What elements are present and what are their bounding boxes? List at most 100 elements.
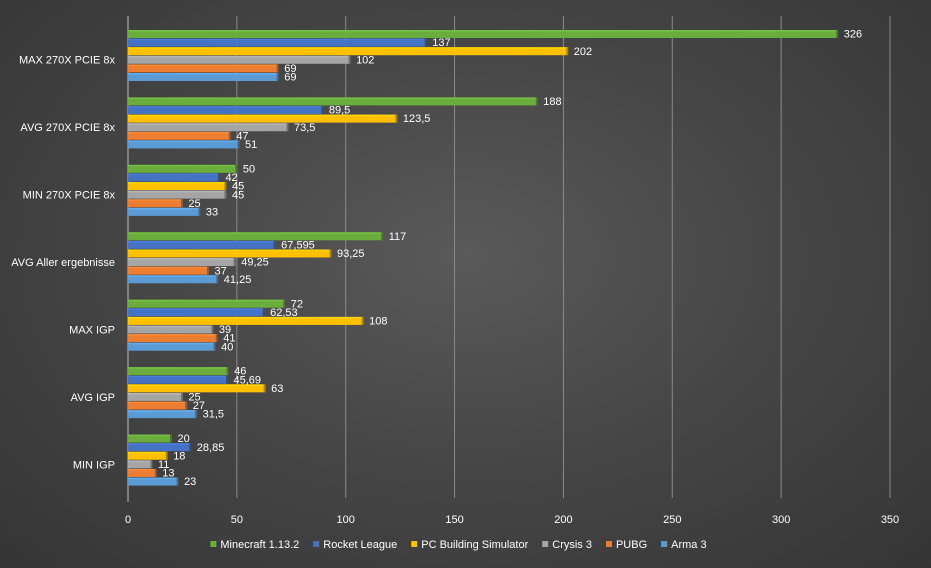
bar-highlight xyxy=(128,249,332,252)
bar-end-shade xyxy=(262,308,265,317)
data-label: 73,5 xyxy=(294,122,315,134)
bar xyxy=(128,477,179,486)
bar-face xyxy=(128,47,568,56)
bar xyxy=(128,114,398,123)
bar-face xyxy=(128,460,152,469)
bar-highlight xyxy=(128,164,237,167)
bar-highlight xyxy=(128,477,179,480)
bar xyxy=(128,173,220,182)
bar xyxy=(128,123,289,132)
bar xyxy=(128,325,214,334)
category-labels: MAX 270X PCIE 8x AVG 270X PCIE 8x MIN 270X… xyxy=(11,55,115,472)
bar-highlight xyxy=(128,240,276,243)
legend: Minecraft 1.13.2 Rocket League PC Building… xyxy=(210,539,707,551)
bar-end-shade xyxy=(836,30,839,38)
bar-highlight xyxy=(128,232,383,234)
bar-end-shade xyxy=(381,232,384,241)
data-label: 89,5 xyxy=(329,105,350,117)
bar xyxy=(128,47,569,56)
bar-end-shade xyxy=(233,258,236,267)
bar-face xyxy=(128,367,229,376)
category-label: AVG Aller ergebnisse xyxy=(11,257,115,269)
legend-label: Crysis 3 xyxy=(552,539,592,551)
bar-highlight xyxy=(128,342,216,345)
bar-end-shade xyxy=(176,477,179,486)
data-label: 49,25 xyxy=(241,257,269,269)
bar-end-shade xyxy=(228,131,231,140)
legend-swatch xyxy=(661,541,668,547)
bar-highlight xyxy=(128,64,279,66)
bar-end-shade xyxy=(276,64,279,73)
bar-end-shade xyxy=(329,249,332,258)
bar-face xyxy=(128,38,427,47)
bar-highlight xyxy=(128,367,229,369)
bar xyxy=(128,207,201,216)
bar xyxy=(128,468,157,477)
bar-face xyxy=(128,190,226,199)
bar-end-shade xyxy=(566,47,569,56)
bar-face xyxy=(128,240,276,249)
bar xyxy=(128,249,332,258)
bar-end-shade xyxy=(207,266,210,275)
bar-highlight xyxy=(128,106,323,108)
legend-item: Crysis 3 xyxy=(542,539,592,551)
bar-end-shade xyxy=(217,173,220,182)
bar-highlight xyxy=(128,299,285,302)
bar-highlight xyxy=(128,140,240,143)
bar-end-shade xyxy=(283,299,286,308)
data-label: 20 xyxy=(178,433,190,445)
data-label: 39 xyxy=(219,324,231,336)
category-label: MIN 270X PCIE 8x xyxy=(23,190,116,202)
bar-face xyxy=(128,401,187,410)
bar-highlight xyxy=(128,173,220,176)
bar-face xyxy=(128,275,218,284)
data-label: 31,5 xyxy=(203,409,224,421)
data-label: 63 xyxy=(271,383,283,395)
bar-face xyxy=(128,123,289,132)
bar xyxy=(128,140,240,149)
bar-end-shade xyxy=(225,375,228,384)
bar xyxy=(128,342,216,351)
bar-end-shade xyxy=(224,182,227,191)
category-label: MAX IGP xyxy=(69,324,115,336)
bar xyxy=(128,164,238,173)
bar xyxy=(128,73,279,81)
data-label: 40 xyxy=(221,341,233,353)
bar-face xyxy=(128,451,168,460)
bar-end-shade xyxy=(216,275,219,284)
legend-label: Rocket League xyxy=(323,539,397,551)
data-label: 11 xyxy=(158,459,169,471)
legend-swatch xyxy=(411,541,418,547)
bar-end-shade xyxy=(215,334,218,343)
bar-end-shade xyxy=(185,401,188,410)
legend-label: Minecraft 1.13.2 xyxy=(220,539,299,551)
bar-face xyxy=(128,131,231,140)
x-tick-label: 250 xyxy=(663,514,681,526)
bar-face xyxy=(128,266,209,275)
bar-end-shade xyxy=(361,316,364,325)
bar xyxy=(128,392,183,401)
data-label: 33 xyxy=(206,206,218,218)
bar xyxy=(128,232,384,241)
bar-face xyxy=(128,375,228,384)
data-label: 46 xyxy=(234,366,246,378)
data-label: 326 xyxy=(844,29,862,41)
bar-highlight xyxy=(128,123,289,125)
bar-end-shade xyxy=(273,240,276,249)
x-tick-label: 0 xyxy=(125,514,131,526)
bar-highlight xyxy=(128,468,157,471)
bar-highlight xyxy=(128,30,838,32)
data-label: 37 xyxy=(215,265,227,277)
data-label: 45 xyxy=(232,189,244,201)
bar-highlight xyxy=(128,38,427,41)
bar-end-shade xyxy=(195,410,198,419)
bar-highlight xyxy=(128,308,265,310)
bar-highlight xyxy=(128,97,538,100)
data-label: 93,25 xyxy=(337,248,365,260)
bar xyxy=(128,38,427,47)
bar-face xyxy=(128,55,351,64)
bar-end-shade xyxy=(224,190,227,199)
bar-highlight xyxy=(128,199,183,201)
bar xyxy=(128,199,183,208)
bars xyxy=(128,30,839,486)
